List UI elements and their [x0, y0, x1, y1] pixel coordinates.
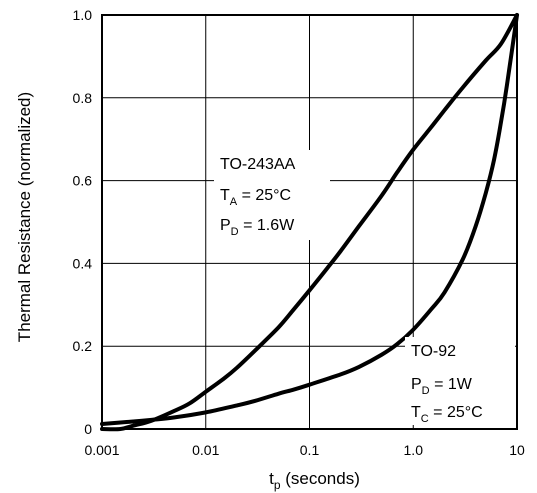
annotation-to92: TO-92 PD = 1W TC = 25°C — [405, 337, 515, 425]
annotation-line: PD = 1.6W — [220, 217, 295, 238]
annotation-line: TO-92 — [411, 343, 456, 360]
series-line-to-243aa — [100, 13, 519, 432]
annotations: TO-243AA TA = 25°C PD = 1.6W TO-92 PD = 1W TC… — [214, 150, 515, 425]
y-tick-label: 0 — [84, 421, 92, 437]
y-tick-label: 0.8 — [73, 90, 93, 106]
annotation-background — [405, 337, 515, 425]
x-tick-label: 0.1 — [300, 442, 320, 458]
annotation-line: PD = 1W — [411, 376, 473, 397]
plot-frame — [101, 14, 518, 430]
axis-labels: tp (seconds) Thermal Resistance (normaliz… — [15, 92, 360, 492]
annotation-line: TO-243AA — [220, 156, 296, 173]
annotation-line: TA = 25°C — [220, 187, 291, 208]
x-tick-label: 1.0 — [404, 442, 424, 458]
y-axis-label: Thermal Resistance (normalized) — [15, 92, 34, 342]
y-tick-label: 1.0 — [73, 7, 93, 23]
x-axis-label: tp (seconds) — [269, 469, 360, 492]
annotation-background — [214, 150, 330, 240]
x-tick-label: 10 — [509, 442, 525, 458]
x-tick-label: 0.01 — [192, 442, 219, 458]
x-tick-label: 0.001 — [84, 442, 119, 458]
annotation-to243: TO-243AA TA = 25°C PD = 1.6W — [214, 150, 330, 240]
data-series — [100, 13, 519, 432]
series-line-to-92 — [100, 13, 519, 426]
y-tick-label: 0.2 — [73, 338, 93, 354]
y-tick-label: 0.6 — [73, 173, 93, 189]
tick-labels: 0.001 0.01 0.1 1.0 10 0 0.2 0.4 0.6 0.8 1.0 — [73, 7, 525, 458]
annotation-line: TC = 25°C — [411, 404, 483, 425]
y-tick-label: 0.4 — [73, 255, 93, 271]
